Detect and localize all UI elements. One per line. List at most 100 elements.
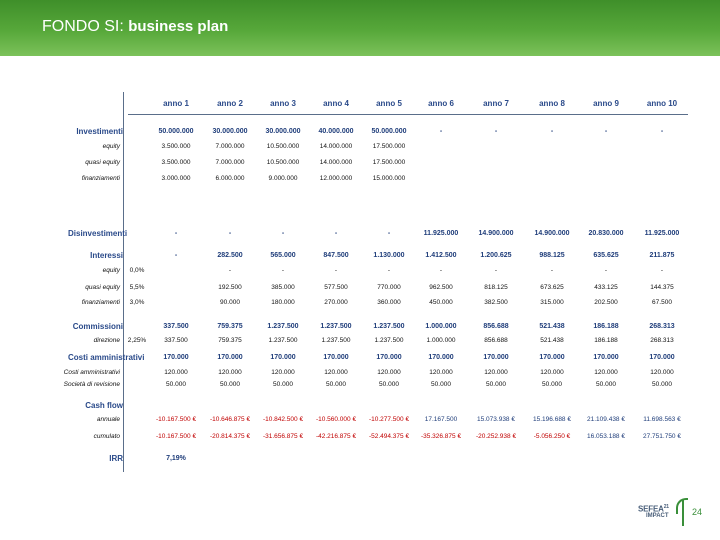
table-cell: -	[387, 267, 391, 274]
table-cell: -	[494, 267, 498, 274]
table-cell: 50.000	[542, 381, 562, 388]
row-label: Costi amministrativi	[68, 353, 145, 362]
table-cell: 50.000	[379, 381, 399, 388]
table-cell: 50.000.000	[371, 128, 407, 135]
row-label: equity	[102, 267, 120, 274]
table-cell: 50.000.000	[158, 128, 194, 135]
table-cell: 16.053.188 €	[587, 433, 625, 440]
table-cell: 120.000	[271, 369, 295, 376]
sefea-impact-logo: SEFEA21 IMPACT	[636, 498, 696, 526]
table-cell: 1.237.500	[373, 323, 405, 330]
table-cell: 1.237.500	[268, 337, 298, 344]
table-cell: 30.000.000	[265, 128, 301, 135]
column-header-year-3: anno 3	[270, 99, 296, 108]
row-label: Costi amministrativi	[63, 369, 120, 376]
table-cell: 144.375	[650, 284, 674, 291]
row-label: equity	[102, 143, 120, 150]
table-cell: 211.875	[649, 252, 675, 259]
table-cell: 27.751.750 €	[643, 433, 681, 440]
slide-header-bar	[0, 0, 720, 56]
table-cell: 382.500	[484, 299, 508, 306]
row-label: annuale	[96, 416, 120, 423]
table-cell: -42.216.875 €	[315, 433, 357, 440]
row-label: Disinvestimenti	[68, 229, 128, 238]
table-cell: 521.438	[539, 323, 565, 330]
table-cell: -10.560.000 €	[315, 416, 357, 423]
table-cell: 14.000.000	[319, 159, 353, 166]
table-cell: 268.313	[650, 337, 674, 344]
table-cell: 565.000	[270, 252, 296, 259]
table-cell: 10.500.000	[266, 143, 300, 150]
table-cell: -31.656.875 €	[262, 433, 304, 440]
table-cell: 1.412.500	[425, 252, 457, 259]
table-cell: 180.000	[271, 299, 295, 306]
logo-bar-icon	[682, 500, 684, 526]
logo-text: SEFEA21	[638, 504, 669, 514]
table-cell: -	[281, 230, 285, 237]
column-header-year-4: anno 4	[323, 99, 349, 108]
table-cell: -	[550, 267, 554, 274]
table-cell: 360.000	[377, 299, 401, 306]
table-cell: -	[174, 252, 178, 259]
table-cell: 120.000	[377, 369, 401, 376]
table-cell: 770.000	[377, 284, 401, 291]
table-cell: 14.900.000	[534, 230, 570, 237]
table-cell: 170.000	[593, 354, 619, 361]
table-cell: 120.000	[324, 369, 348, 376]
table-cell: -52.494.375 €	[368, 433, 410, 440]
column-header-year-1: anno 1	[163, 99, 189, 108]
table-cell: 170.000	[163, 354, 189, 361]
table-cell: 15.196.688 €	[533, 416, 571, 423]
table-cell: 170.000	[323, 354, 349, 361]
table-cell: -	[604, 128, 608, 135]
table-cell: 268.313	[649, 323, 675, 330]
table-cell: 50.000	[652, 381, 672, 388]
table-cell: 50.000	[486, 381, 506, 388]
table-cell: 30.000.000	[212, 128, 248, 135]
table-cell: 3.500.000	[161, 159, 191, 166]
table-cell: 635.625	[593, 252, 619, 259]
table-cell: 9.000.000	[268, 175, 298, 182]
table-cell: 337.500	[164, 337, 188, 344]
table-cell: -	[174, 230, 178, 237]
table-cell: 521.438	[540, 337, 564, 344]
table-cell: 7.000.000	[215, 143, 245, 150]
table-cell: 988.125	[539, 252, 565, 259]
column-header-year-5: anno 5	[376, 99, 402, 108]
table-cell: 818.125	[484, 284, 508, 291]
table-cell: 337.500	[163, 323, 189, 330]
table-cell: 315.000	[540, 299, 564, 306]
title-suffix: business plan	[128, 18, 229, 35]
logo-subtext: IMPACT	[646, 513, 669, 519]
table-cell: 577.500	[324, 284, 348, 291]
table-cell: 20.830.000	[588, 230, 624, 237]
table-cell: 186.188	[593, 323, 619, 330]
table-cell: 15.073.938 €	[477, 416, 515, 423]
table-cell: 14.000.000	[319, 143, 353, 150]
table-cell: 1.200.625	[480, 252, 512, 259]
table-cell: 11.698.563 €	[643, 416, 681, 423]
table-cell: 17.167.500	[424, 416, 458, 423]
table-cell: 170.000	[270, 354, 296, 361]
table-cell: -10.842.500 €	[262, 416, 304, 423]
row-label: Commissioni	[72, 322, 123, 331]
table-cell: 17.500.000	[372, 143, 406, 150]
table-cell: 1.237.500	[374, 337, 404, 344]
table-vertical-rule	[123, 92, 124, 472]
table-cell: 170.000	[483, 354, 509, 361]
table-cell: 450.000	[429, 299, 453, 306]
row-label: quasi equity	[85, 159, 120, 166]
table-cell: 385.000	[271, 284, 295, 291]
rate-cell: 5,5%	[129, 284, 145, 291]
table-cell: -	[439, 128, 443, 135]
table-cell: -	[550, 128, 554, 135]
row-label: quasi equity	[85, 284, 120, 291]
table-cell: -	[281, 267, 285, 274]
table-cell: -10.167.500 €	[155, 416, 197, 423]
table-cell: 1.000.000	[425, 323, 457, 330]
table-cell: -20.814.375 €	[209, 433, 251, 440]
table-cell: 202.500	[594, 299, 618, 306]
table-cell: 17.500.000	[372, 159, 406, 166]
table-cell: -20.252.938 €	[475, 433, 517, 440]
table-cell: 120.000	[429, 369, 453, 376]
